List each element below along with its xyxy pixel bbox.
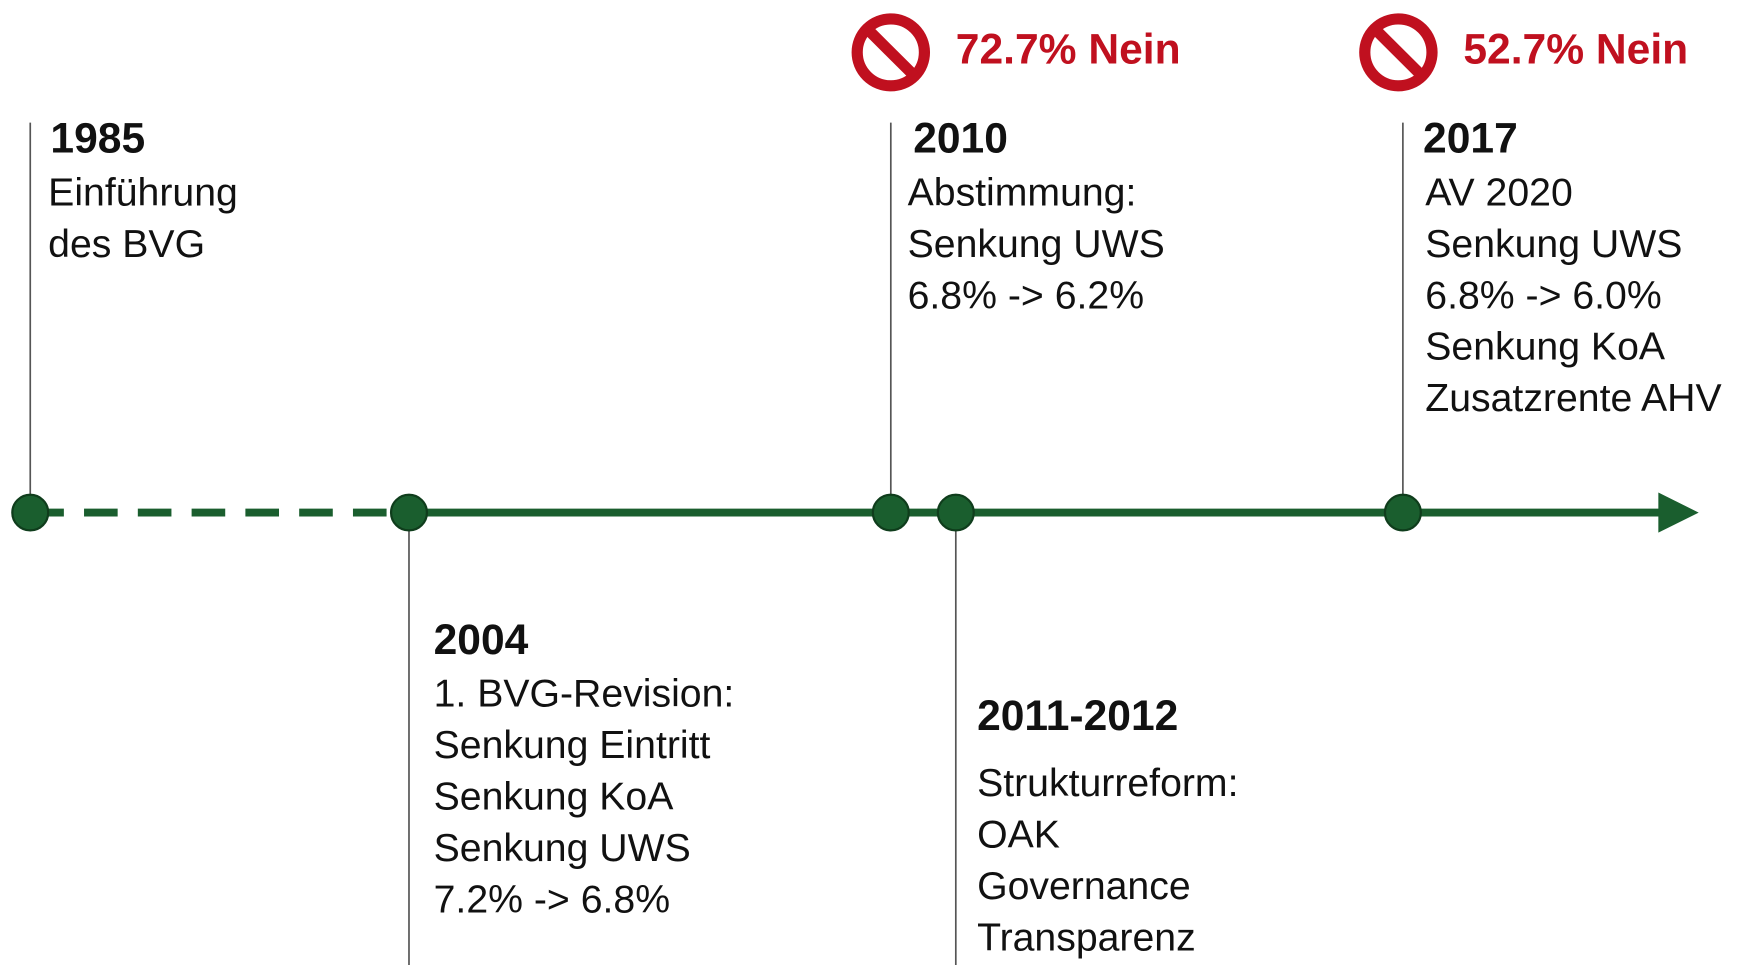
event-dot (936, 493, 975, 532)
event-text: 6.8% -> 6.0% (1425, 274, 1661, 317)
event-dot (1383, 493, 1422, 532)
event-text: Abstimmung: (908, 171, 1137, 214)
event-text: Senkung KoA (1425, 326, 1665, 369)
event-text: Transparenz (977, 916, 1196, 959)
event-dot (871, 493, 910, 532)
event-year: 2017 (1423, 115, 1518, 162)
event-dot (389, 493, 429, 532)
event-year: 2004 (434, 616, 529, 663)
event-text: des BVG (48, 223, 205, 266)
vote-result: 72.7% Nein (956, 26, 1181, 73)
arrow-head (1658, 492, 1699, 533)
no-icon-bar (1370, 25, 1426, 80)
event-text: 6.8% -> 6.2% (908, 274, 1144, 317)
event-text: 7.2% -> 6.8% (434, 879, 670, 922)
event-text: Senkung UWS (1425, 223, 1682, 266)
no-icon-bar (863, 25, 919, 80)
no-icon (851, 13, 931, 92)
event-text: 1. BVG-Revision: (434, 673, 735, 716)
event-text: Governance (977, 865, 1191, 908)
vote-result: 52.7% Nein (1463, 26, 1688, 73)
event-year: 2010 (913, 115, 1008, 162)
event-text: Zusatzrente AHV (1425, 377, 1721, 420)
event-year: 2011-2012 (977, 692, 1178, 739)
event-text: Senkung Eintritt (434, 724, 711, 767)
event-text: AV 2020 (1425, 171, 1573, 214)
no-icon (1359, 13, 1438, 92)
event-text: Senkung UWS (434, 827, 691, 870)
event-dot (11, 493, 50, 532)
event-text: Senkung UWS (908, 223, 1165, 266)
event-text: OAK (977, 813, 1060, 856)
event-year: 1985 (50, 115, 145, 162)
event-text: Senkung KoA (434, 776, 674, 819)
event-text: Einführung (48, 171, 238, 214)
event-text: Strukturreform: (977, 762, 1238, 805)
